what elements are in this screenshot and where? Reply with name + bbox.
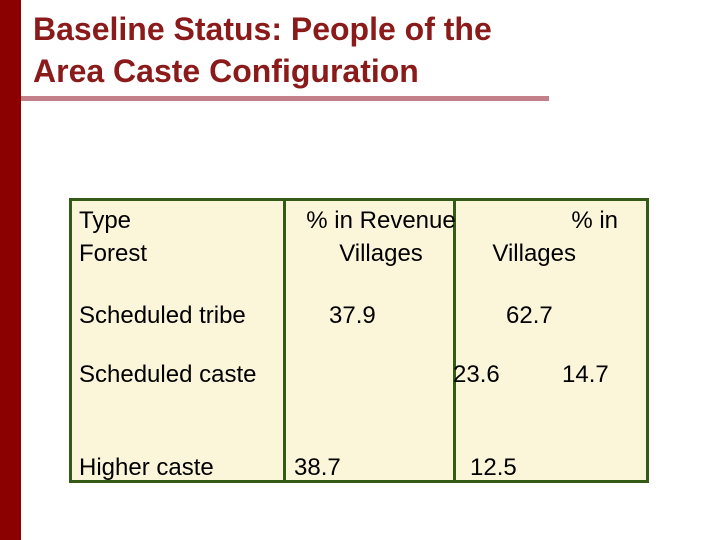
- header-in-label: % in: [571, 207, 618, 234]
- row-higher-caste-forest: 12.5: [470, 454, 517, 481]
- title-line-2: Area Caste Configuration: [33, 53, 419, 89]
- row-higher-caste-revenue: 38.7: [294, 454, 341, 481]
- row-scheduled-tribe-label: Scheduled tribe: [79, 302, 246, 329]
- row-scheduled-caste-revenue: 23.6: [453, 361, 500, 388]
- header-type-label: Type: [79, 207, 132, 234]
- row-scheduled-caste-forest: 14.7: [562, 361, 609, 388]
- row-scheduled-caste-label: Scheduled caste: [79, 361, 257, 388]
- row-scheduled-tribe-forest: 62.7: [506, 302, 553, 329]
- title-underline: [21, 96, 549, 101]
- table-divider-1: [283, 198, 286, 483]
- header-forest-villages: % in Villages: [458, 204, 618, 270]
- title-line-1: Baseline Status: People of the: [33, 11, 492, 47]
- caste-table: [69, 198, 649, 483]
- row-higher-caste-label: Higher caste: [79, 454, 214, 481]
- header-forest-label: Forest: [79, 240, 148, 267]
- header-revenue-villages-label: Villages: [339, 240, 423, 267]
- slide-title: Baseline Status: People of the Area Cast…: [33, 8, 673, 92]
- header-revenue-label: % in Revenue: [306, 207, 456, 234]
- table-divider-2: [453, 198, 456, 483]
- header-forest-villages-label: Villages: [492, 240, 576, 267]
- row-scheduled-tribe-revenue: 37.9: [329, 302, 376, 329]
- header-revenue-villages: % in Revenue Villages: [291, 204, 471, 270]
- left-accent-bar: [0, 0, 21, 540]
- header-type-forest: Type Forest: [79, 204, 147, 270]
